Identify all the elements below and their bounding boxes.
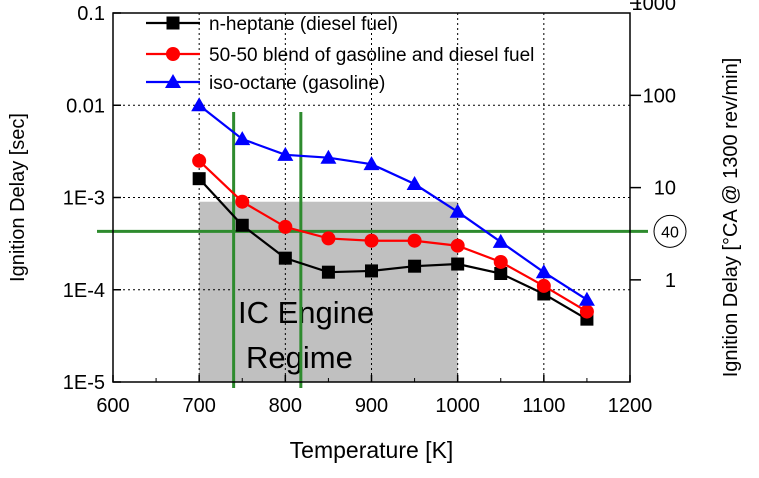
data-point — [192, 172, 206, 186]
data-point — [365, 264, 378, 278]
legend-layer: n-heptane (diesel fuel) 50-50 blend of ga… — [146, 14, 534, 94]
y-tick-label: 1E-3 — [63, 188, 105, 210]
legend-marker — [166, 47, 180, 61]
data-point — [192, 153, 207, 168]
data-point — [191, 97, 208, 112]
legend-entry-2: 50-50 blend of gasoline and diesel fuel — [146, 45, 534, 66]
series-line — [198, 104, 588, 301]
x-tick-label: 700 — [182, 395, 215, 417]
data-point — [278, 251, 292, 265]
data-point — [449, 203, 466, 218]
legend-entry-3: iso-octane (gasoline) — [146, 73, 385, 94]
x-tick-label: 800 — [269, 395, 302, 417]
circled-marker — [653, 214, 687, 248]
series-line — [198, 159, 588, 313]
data-point — [234, 131, 251, 146]
circled-label: 40 — [661, 224, 679, 241]
data-point — [536, 278, 551, 293]
y2-tick-label: 10 — [654, 178, 676, 200]
data-point — [321, 265, 335, 279]
data-point — [278, 219, 293, 234]
legend-marker — [166, 16, 180, 30]
legend-label: n-heptane (diesel fuel) — [209, 14, 398, 35]
y-tick-label: 1E-4 — [63, 280, 105, 302]
data-point — [451, 257, 465, 271]
data-point — [494, 267, 508, 281]
x-tick-label: 1200 — [608, 395, 653, 417]
data-point — [408, 259, 422, 273]
data-point — [450, 238, 465, 253]
data-point — [235, 194, 250, 209]
data-point — [363, 156, 380, 171]
data-point — [277, 146, 294, 161]
data-point — [364, 233, 379, 248]
x-tick-label: 600 — [96, 395, 129, 417]
data-point — [579, 304, 594, 319]
y2-axis-label: Ignition Delay [°CA @ 1300 rev/min] — [720, 58, 742, 378]
labels-layer: 40 — [653, 214, 687, 248]
legend-label: 50-50 blend of gasoline and diesel fuel — [209, 45, 534, 66]
x-tick-label: 1100 — [522, 395, 565, 417]
y-tick-label: 1E-5 — [63, 372, 105, 394]
series-2 — [192, 153, 594, 319]
data-point — [493, 254, 508, 269]
data-point — [407, 233, 422, 248]
x-tick-label: 900 — [355, 395, 388, 417]
data-point — [406, 176, 423, 191]
series-3 — [191, 97, 595, 306]
regime-label-line1: IC Engine — [238, 295, 374, 330]
data-point — [320, 149, 337, 164]
legend-marker — [165, 74, 181, 88]
data-point — [321, 231, 336, 246]
data-point — [235, 218, 249, 232]
y2-tick-label: 1 — [665, 270, 676, 292]
x-axis-label: Temperature [K] — [290, 437, 454, 463]
y2-tick-label: 100 — [643, 85, 676, 107]
legend-entry-1: n-heptane (diesel fuel) — [146, 14, 398, 35]
y-tick-label: 0.1 — [77, 3, 105, 25]
series-layer — [191, 97, 595, 326]
x-tick-label: 1000 — [435, 395, 480, 417]
y-axis-label: Ignition Delay [sec] — [7, 113, 29, 282]
y-tick-label: 0.01 — [66, 95, 105, 117]
data-point — [535, 264, 552, 279]
y2-tick-label: 1000 — [632, 0, 677, 15]
series-line — [198, 177, 588, 321]
reference-lines-layer — [97, 111, 648, 388]
data-point — [492, 233, 509, 248]
data-point — [578, 291, 595, 306]
legend-label: iso-octane (gasoline) — [209, 73, 385, 94]
